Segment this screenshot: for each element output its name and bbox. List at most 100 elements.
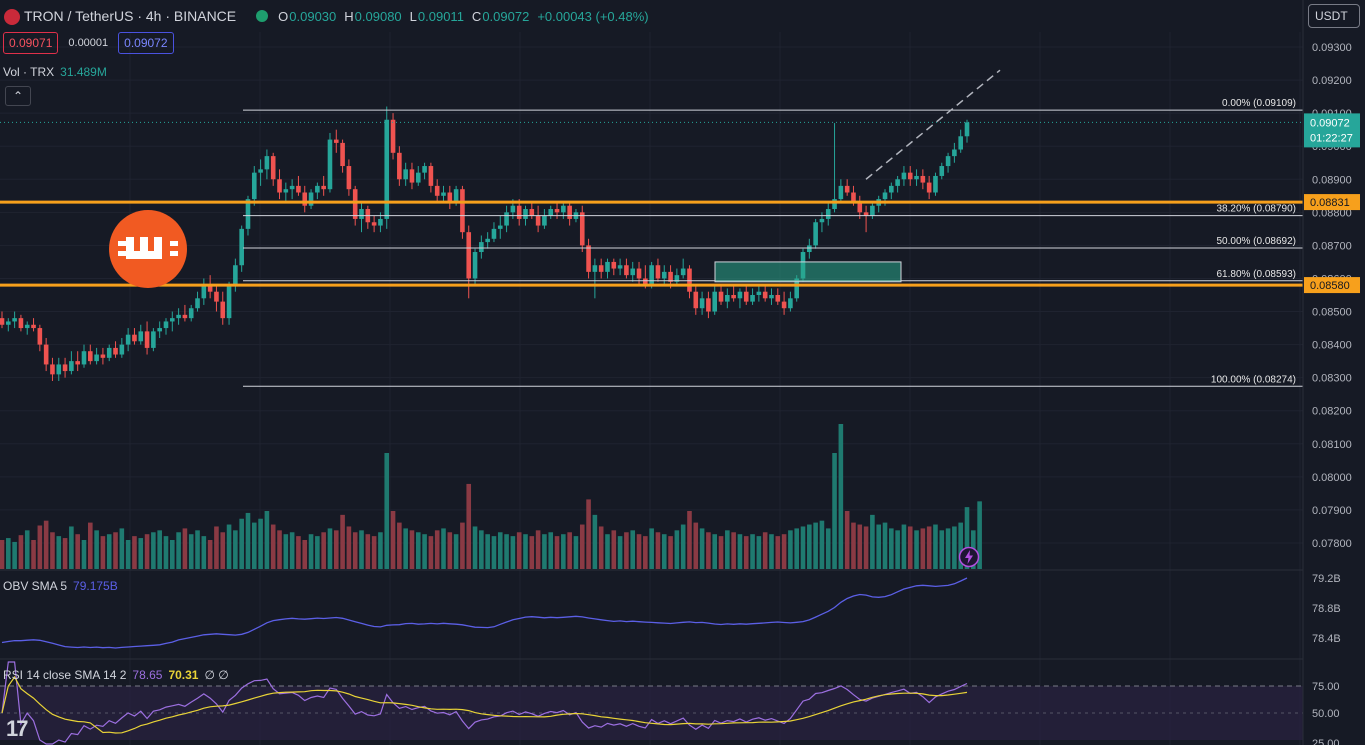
candle-body <box>340 142 345 167</box>
candle-body <box>409 169 415 183</box>
candle-body <box>497 225 503 229</box>
volume-bar <box>807 524 812 569</box>
volume-bar <box>245 512 251 569</box>
candle-body <box>169 318 175 322</box>
price-tick-label: 0.08900 <box>1312 174 1352 186</box>
volume-bar <box>914 530 919 569</box>
highlight-zone <box>714 261 902 283</box>
volume-bar <box>296 536 301 569</box>
exchange-logo-icon <box>109 210 187 288</box>
volume-bar <box>352 532 358 569</box>
price-tick-label: 0.07900 <box>1312 505 1352 517</box>
volume-bar <box>466 483 472 569</box>
candle-body <box>863 212 869 216</box>
level-tag <box>1304 194 1360 211</box>
volume-bar <box>649 528 654 569</box>
volume-bar <box>939 530 945 569</box>
candle-body <box>346 166 352 190</box>
level-tag <box>1304 277 1360 294</box>
price-tick-label: 0.08200 <box>1312 406 1352 418</box>
candle-body <box>952 149 957 157</box>
volume-bar <box>788 530 793 569</box>
fib-label: 50.00% (0.08692) <box>1216 236 1296 247</box>
rsi-tick-label: 50.00 <box>1312 708 1340 720</box>
candle-body <box>415 172 421 183</box>
candle-body <box>31 324 36 329</box>
volume-value: 31.489M <box>60 65 107 79</box>
rsi-line <box>1 661 968 745</box>
price-tick-label: 0.08700 <box>1312 240 1352 252</box>
volume-bar <box>434 530 440 569</box>
candle-body <box>775 295 781 302</box>
volume-bar <box>901 524 907 569</box>
candle-body <box>378 218 383 226</box>
volume-bar <box>226 524 232 569</box>
candle-body <box>6 321 11 325</box>
volume-bar <box>561 534 566 569</box>
price-tick-label: 0.08300 <box>1312 373 1352 385</box>
volume-label: Vol · TRX <box>3 65 55 79</box>
volume-bar <box>88 522 93 569</box>
volume-bar <box>838 424 844 569</box>
volume-bar <box>945 528 951 569</box>
candle-body <box>296 185 301 193</box>
volume-bar <box>693 522 699 569</box>
low-label: L <box>409 8 417 24</box>
volume-bar <box>718 536 724 569</box>
open-label: O <box>278 8 289 24</box>
currency-button[interactable]: USDT <box>1308 4 1360 28</box>
price-tick-label: 0.07800 <box>1312 538 1352 550</box>
candle-body <box>94 354 99 362</box>
candle-body <box>718 291 724 302</box>
volume-bar <box>958 522 963 569</box>
candle-body <box>163 321 169 329</box>
candle-body <box>289 185 295 190</box>
volume-bar <box>340 514 345 569</box>
lightning-icon[interactable] <box>958 546 980 568</box>
candle-body <box>302 192 308 206</box>
candle-body <box>88 351 93 362</box>
chevron-up-icon[interactable]: ⌃ <box>5 86 31 106</box>
volume-bar <box>0 540 5 569</box>
candle-body <box>901 172 907 180</box>
rsi-ma-value: 70.31 <box>168 668 199 682</box>
sell-button[interactable]: 0.09071 <box>3 32 59 54</box>
candle-body <box>870 205 875 216</box>
candle-body <box>554 209 560 213</box>
candle-body <box>649 265 654 286</box>
candle-body <box>264 156 270 170</box>
rsi-value: 78.65 <box>132 668 163 682</box>
volume-bar <box>920 528 926 569</box>
volume-bar <box>119 528 125 569</box>
volume-bar <box>832 453 837 569</box>
candle-body <box>548 209 554 216</box>
candle-body <box>472 252 478 279</box>
volume-bar <box>819 520 825 569</box>
candle-body <box>851 192 856 203</box>
volume-bar <box>844 511 850 569</box>
obv-legend: OBV SMA 5 79.175B <box>3 579 118 593</box>
volume-bar <box>125 540 131 569</box>
candle-body <box>333 139 339 143</box>
candle-body <box>327 139 333 190</box>
volume-bar <box>926 526 932 569</box>
obv-pane <box>1 577 968 649</box>
volume-bar <box>857 524 863 569</box>
price-axis[interactable]: 0.093000.092000.091000.090000.089000.088… <box>1302 0 1365 745</box>
trend-line <box>865 69 1001 180</box>
candle-body <box>567 205 572 219</box>
buy-button[interactable]: 0.09072 <box>118 32 174 54</box>
symbol-header: TRON / TetherUS · 4h · BINANCE O 0.09030 … <box>0 0 657 32</box>
candle-body <box>542 215 547 226</box>
symbol-title[interactable]: TRON / TetherUS · 4h · BINANCE <box>24 8 237 24</box>
volume-bar <box>825 528 831 569</box>
candle-body <box>737 291 743 299</box>
volume-bar <box>289 532 295 569</box>
volume-bar <box>75 534 80 569</box>
candle-body <box>586 245 591 272</box>
candle-body <box>762 291 768 299</box>
candle-body <box>125 334 131 345</box>
volume-bar <box>737 534 743 569</box>
volume-bar <box>674 530 680 569</box>
